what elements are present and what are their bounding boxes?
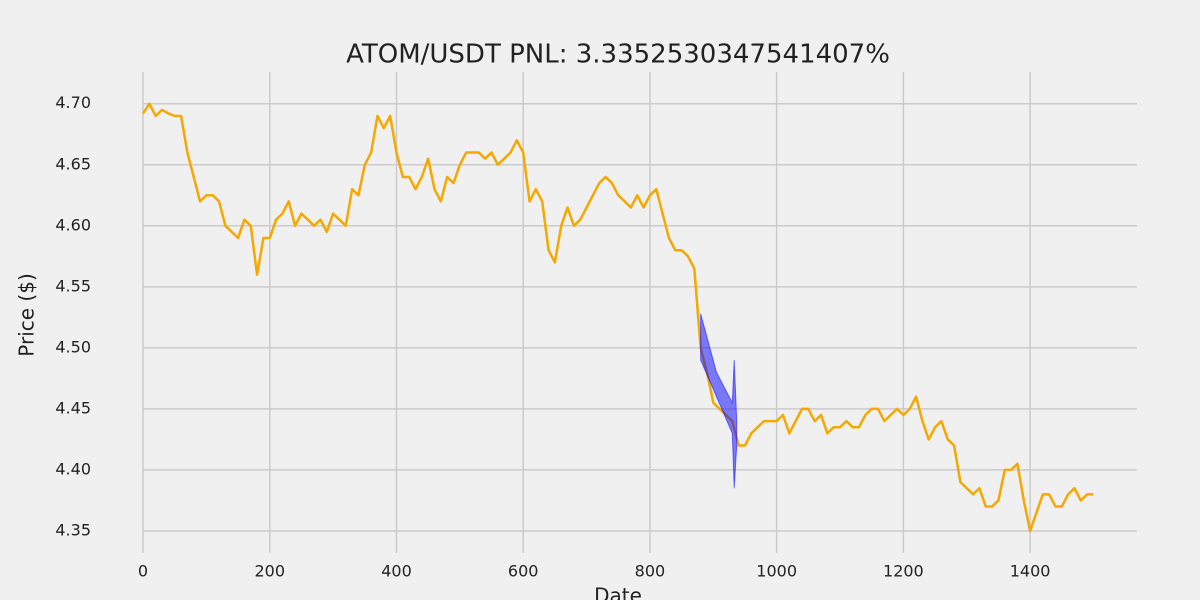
- y-tick-label: 4.40: [55, 459, 91, 478]
- y-tick-label: 4.65: [55, 154, 91, 173]
- x-tick-label: 400: [381, 562, 412, 581]
- y-tick-label: 4.70: [55, 93, 91, 112]
- x-tick-label: 200: [254, 562, 285, 581]
- y-tick-label: 4.55: [55, 276, 91, 295]
- y-axis-label: Price ($): [15, 273, 39, 356]
- price-line: [141, 102, 1094, 533]
- x-tick-label: 600: [508, 562, 539, 581]
- chart-title: ATOM/USDT PNL: 3.3352530347541407%: [346, 40, 890, 70]
- x-tick-label: 0: [138, 562, 148, 581]
- x-axis-label: Date: [594, 584, 642, 600]
- prediction-band: [700, 313, 738, 489]
- y-tick-label: 4.45: [55, 398, 91, 417]
- y-tick-label: 4.50: [55, 337, 91, 356]
- x-tick-label: 1200: [883, 562, 924, 581]
- y-tick-label: 4.35: [55, 520, 91, 539]
- y-tick-label: 4.60: [55, 215, 91, 234]
- x-tick-label: 1400: [1010, 562, 1051, 581]
- x-tick-label: 800: [635, 562, 666, 581]
- x-tick-label: 1000: [756, 562, 797, 581]
